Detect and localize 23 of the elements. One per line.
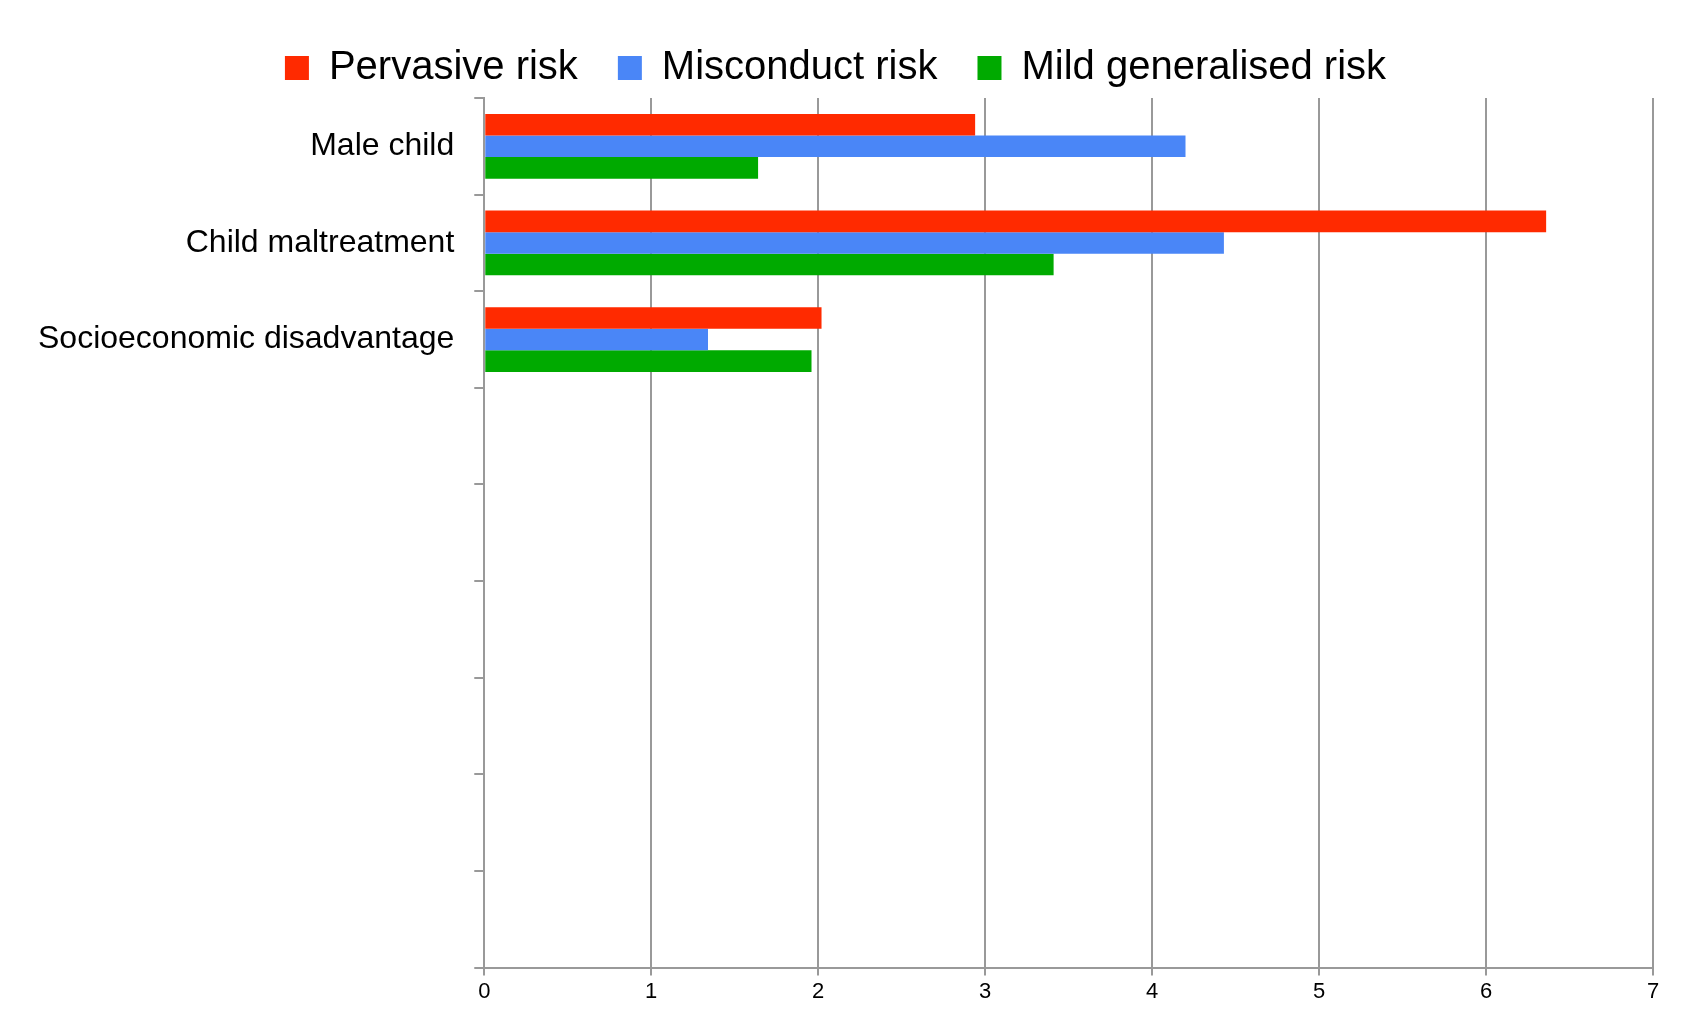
legend-label: Pervasive risk xyxy=(328,43,579,88)
legend-label: Misconduct risk xyxy=(661,43,939,88)
bar xyxy=(485,232,1224,254)
y-tick-label: Male child xyxy=(310,126,455,163)
bar xyxy=(485,307,822,329)
y-tick-label: Socioeconomic disadvantage xyxy=(38,319,455,356)
x-tick-label: 2 xyxy=(812,977,825,1003)
bar xyxy=(485,135,1186,158)
x-tick-label: 3 xyxy=(979,977,992,1003)
bar xyxy=(485,350,812,372)
bar xyxy=(485,210,1547,233)
x-tick-label: 4 xyxy=(1145,977,1159,1003)
y-tick-label: Child maltreatment xyxy=(185,222,455,259)
bar xyxy=(485,328,708,351)
legend-label: Mild generalised risk xyxy=(1021,43,1388,88)
bar xyxy=(485,113,976,136)
x-tick-label: 0 xyxy=(478,977,491,1003)
x-tick-label: 1 xyxy=(645,977,658,1003)
bar xyxy=(485,253,1054,276)
x-tick-label: 7 xyxy=(1646,977,1660,1003)
x-tick-label: 6 xyxy=(1479,977,1493,1003)
bar xyxy=(485,157,759,179)
x-tick-label: 5 xyxy=(1312,977,1326,1003)
